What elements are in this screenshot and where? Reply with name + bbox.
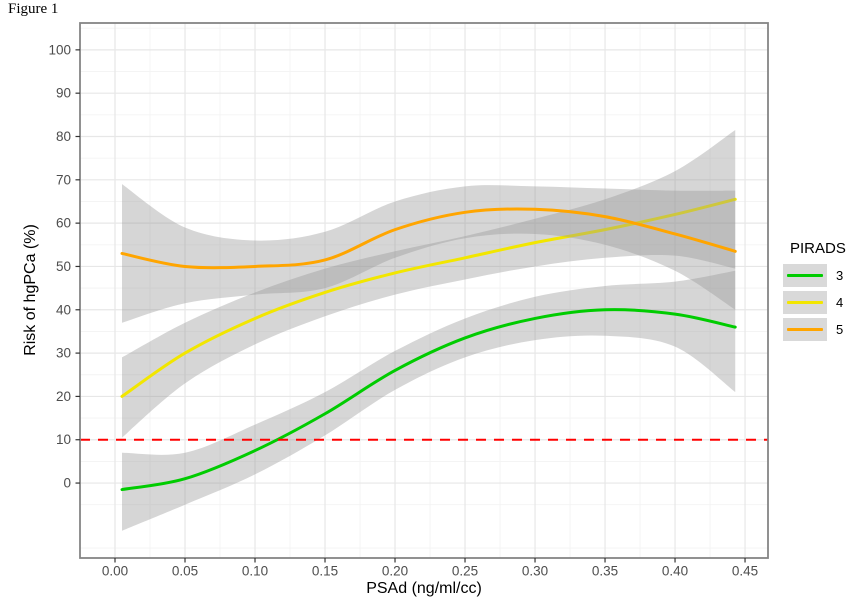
axis-ticks: [75, 49, 746, 563]
svg-text:0.05: 0.05: [172, 564, 198, 579]
series-line-pirads-5: [120, 207, 737, 270]
svg-text:30: 30: [56, 346, 71, 361]
svg-text:0.40: 0.40: [662, 564, 688, 579]
svg-text:0.10: 0.10: [242, 564, 268, 579]
svg-text:80: 80: [56, 129, 71, 144]
panel-background: [80, 23, 768, 558]
series-line-pirads-3: [120, 308, 737, 492]
legend-item-pirads-3: 3: [783, 264, 867, 287]
svg-text:0.00: 0.00: [102, 564, 128, 579]
ci-ribbon-pirads-3: [122, 270, 736, 531]
svg-text:50: 50: [56, 259, 71, 274]
legend-key-swatch: [783, 318, 827, 341]
svg-text:40: 40: [56, 302, 71, 317]
grid-minor: [80, 23, 768, 558]
svg-text:0.30: 0.30: [522, 564, 548, 579]
svg-text:0.25: 0.25: [452, 564, 478, 579]
y-axis-tick-labels: 0 10 20 30 40 50 60 70 80 90 100: [48, 42, 71, 490]
legend-item-pirads-5: 5: [783, 318, 867, 341]
legend-item-pirads-4: 4: [783, 291, 867, 314]
svg-text:0: 0: [63, 476, 71, 491]
legend-title: PIRADS: [790, 240, 846, 257]
legend-item-label: 5: [836, 322, 844, 337]
svg-text:60: 60: [56, 216, 71, 231]
legend-line-sample: [787, 328, 823, 331]
svg-text:70: 70: [56, 172, 71, 187]
panel-border: [79, 22, 769, 559]
svg-text:100: 100: [48, 42, 71, 57]
figure-label: Figure 1: [8, 1, 59, 17]
svg-text:0.15: 0.15: [312, 564, 338, 579]
x-axis-title: PSAd (ng/ml/cc): [366, 580, 482, 597]
ci-ribbon-pirads-4: [122, 130, 736, 438]
ci-ribbon-pirads-5: [122, 184, 736, 323]
legend-line-sample: [787, 301, 823, 304]
svg-text:0.35: 0.35: [592, 564, 618, 579]
legend-key-swatch: [783, 291, 827, 314]
y-axis-title: Risk of hgPCa (%): [22, 224, 39, 356]
svg-text:20: 20: [56, 389, 71, 404]
svg-text:0.45: 0.45: [732, 564, 758, 579]
svg-text:10: 10: [56, 432, 71, 447]
x-axis-tick-labels: 0.00 0.05 0.10 0.15 0.20 0.25 0.30 0.35 0.40 0.45: [102, 564, 758, 579]
legend-item-label: 3: [836, 268, 844, 283]
svg-text:90: 90: [56, 86, 71, 101]
legend-item-label: 4: [836, 295, 844, 310]
legend-line-sample: [787, 274, 823, 277]
svg-text:0.20: 0.20: [382, 564, 408, 579]
legend: PIRADS 3 4 5: [783, 240, 867, 345]
legend-key-swatch: [783, 264, 827, 287]
